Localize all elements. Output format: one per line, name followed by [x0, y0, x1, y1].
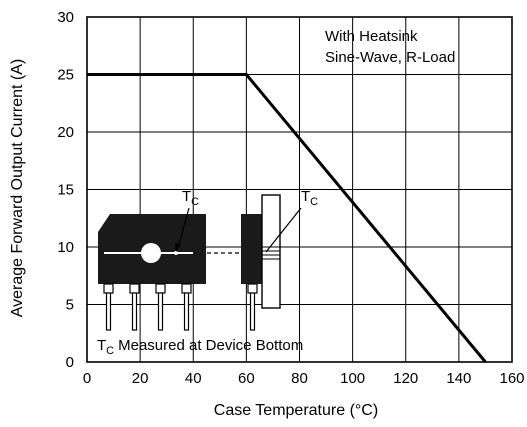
grid-lines — [86, 16, 513, 363]
tc-arrow-right — [265, 207, 302, 253]
tc-arrowhead-left — [175, 243, 181, 252]
y-tick-label-4: 20 — [57, 124, 74, 141]
x-tick-label-1: 20 — [132, 370, 149, 387]
x-tick-label-8: 160 — [499, 370, 524, 387]
y-tick-label-2: 10 — [57, 239, 74, 256]
x-tick-label-5: 100 — [340, 370, 365, 387]
tc-label-right: TC — [301, 188, 318, 208]
x-tick-label-2: 40 — [185, 370, 202, 387]
conditions-line-2: Sine-Wave, R-Load — [325, 49, 455, 66]
y-tick-label-1: 5 — [66, 297, 74, 314]
tc-point-left — [174, 251, 178, 255]
y-axis-title: Average Forward Output Current (A) — [9, 59, 26, 317]
series-line — [87, 73, 487, 363]
x-axis-title: Case Temperature (°C) — [214, 402, 378, 419]
y-tick-labels: 0 5 10 15 20 25 30 — [57, 9, 74, 371]
y-tick-label-6: 30 — [57, 9, 74, 26]
package-leads — [103, 283, 192, 331]
x-tick-label-0: 0 — [83, 370, 91, 387]
device-illustration — [98, 194, 302, 331]
device-edge-view — [241, 214, 262, 284]
tc-arrow-left — [177, 207, 190, 249]
conditions-line-1: With Heatsink — [325, 28, 418, 45]
device-on-heatsink — [241, 194, 302, 331]
x-tick-label-6: 120 — [393, 370, 418, 387]
x-tick-label-3: 60 — [238, 370, 255, 387]
x-tick-label-7: 140 — [446, 370, 471, 387]
y-tick-label-5: 25 — [57, 67, 74, 84]
tc-label-left: TC — [182, 188, 199, 208]
measured-note: TC Measured at Device Bottom — [97, 337, 303, 357]
mounting-hole — [141, 243, 161, 263]
plot-border — [86, 16, 513, 363]
x-tick-labels: 0 20 40 60 80 100 120 140 160 — [83, 370, 525, 387]
plot-frame — [86, 16, 513, 363]
x-tick-label-4: 80 — [291, 370, 308, 387]
bridge-package-side-view — [98, 207, 206, 331]
y-tick-label-3: 15 — [57, 182, 74, 199]
y-tick-label-0: 0 — [66, 354, 74, 371]
